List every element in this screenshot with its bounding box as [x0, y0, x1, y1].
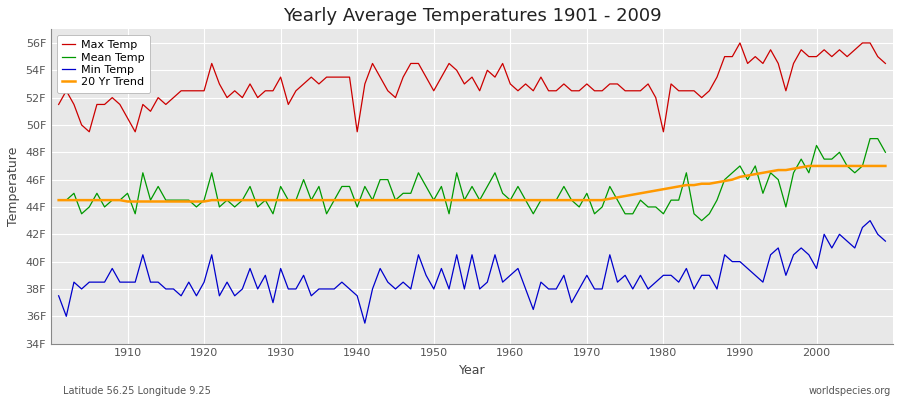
Line: 20 Yr Trend: 20 Yr Trend: [58, 166, 886, 202]
Max Temp: [53, 102, 64, 107]
Min Temp: [505, 273, 516, 278]
Line: Mean Temp: Mean Temp: [58, 139, 886, 221]
20 Yr Trend: [804, 164, 814, 168]
Min Temp: [114, 280, 125, 284]
Min Temp: [283, 286, 293, 291]
Min Temp: [53, 294, 64, 298]
Mean Temp: [283, 198, 293, 202]
Max Temp: [880, 61, 891, 66]
20 Yr Trend: [114, 198, 125, 202]
Legend: Max Temp, Mean Temp, Min Temp, 20 Yr Trend: Max Temp, Mean Temp, Min Temp, 20 Yr Tre…: [57, 35, 150, 93]
20 Yr Trend: [513, 198, 524, 202]
X-axis label: Year: Year: [459, 364, 485, 377]
20 Yr Trend: [505, 198, 516, 202]
Y-axis label: Temperature: Temperature: [7, 147, 20, 226]
Max Temp: [337, 75, 347, 80]
Mean Temp: [53, 198, 64, 202]
Line: Min Temp: Min Temp: [58, 221, 886, 323]
Text: Latitude 56.25 Longitude 9.25: Latitude 56.25 Longitude 9.25: [63, 386, 211, 396]
Mean Temp: [505, 198, 516, 202]
Mean Temp: [880, 150, 891, 155]
Min Temp: [880, 239, 891, 244]
Max Temp: [505, 82, 516, 86]
Mean Temp: [497, 191, 508, 196]
Mean Temp: [697, 218, 707, 223]
Title: Yearly Average Temperatures 1901 - 2009: Yearly Average Temperatures 1901 - 2009: [283, 7, 662, 25]
Line: Max Temp: Max Temp: [58, 43, 886, 132]
20 Yr Trend: [337, 198, 347, 202]
Min Temp: [605, 252, 616, 257]
Max Temp: [84, 129, 94, 134]
Text: worldspecies.org: worldspecies.org: [809, 386, 891, 396]
Min Temp: [865, 218, 876, 223]
Max Temp: [605, 82, 616, 86]
20 Yr Trend: [880, 164, 891, 168]
Min Temp: [513, 266, 524, 271]
Min Temp: [359, 321, 370, 326]
Max Temp: [734, 40, 745, 45]
Mean Temp: [328, 198, 339, 202]
20 Yr Trend: [605, 196, 616, 201]
Max Temp: [513, 88, 524, 93]
Mean Temp: [597, 204, 608, 209]
Mean Temp: [114, 198, 125, 202]
Max Temp: [291, 88, 302, 93]
20 Yr Trend: [291, 198, 302, 202]
Mean Temp: [865, 136, 876, 141]
Max Temp: [122, 116, 133, 120]
20 Yr Trend: [122, 199, 133, 204]
20 Yr Trend: [53, 198, 64, 202]
Min Temp: [328, 286, 339, 291]
